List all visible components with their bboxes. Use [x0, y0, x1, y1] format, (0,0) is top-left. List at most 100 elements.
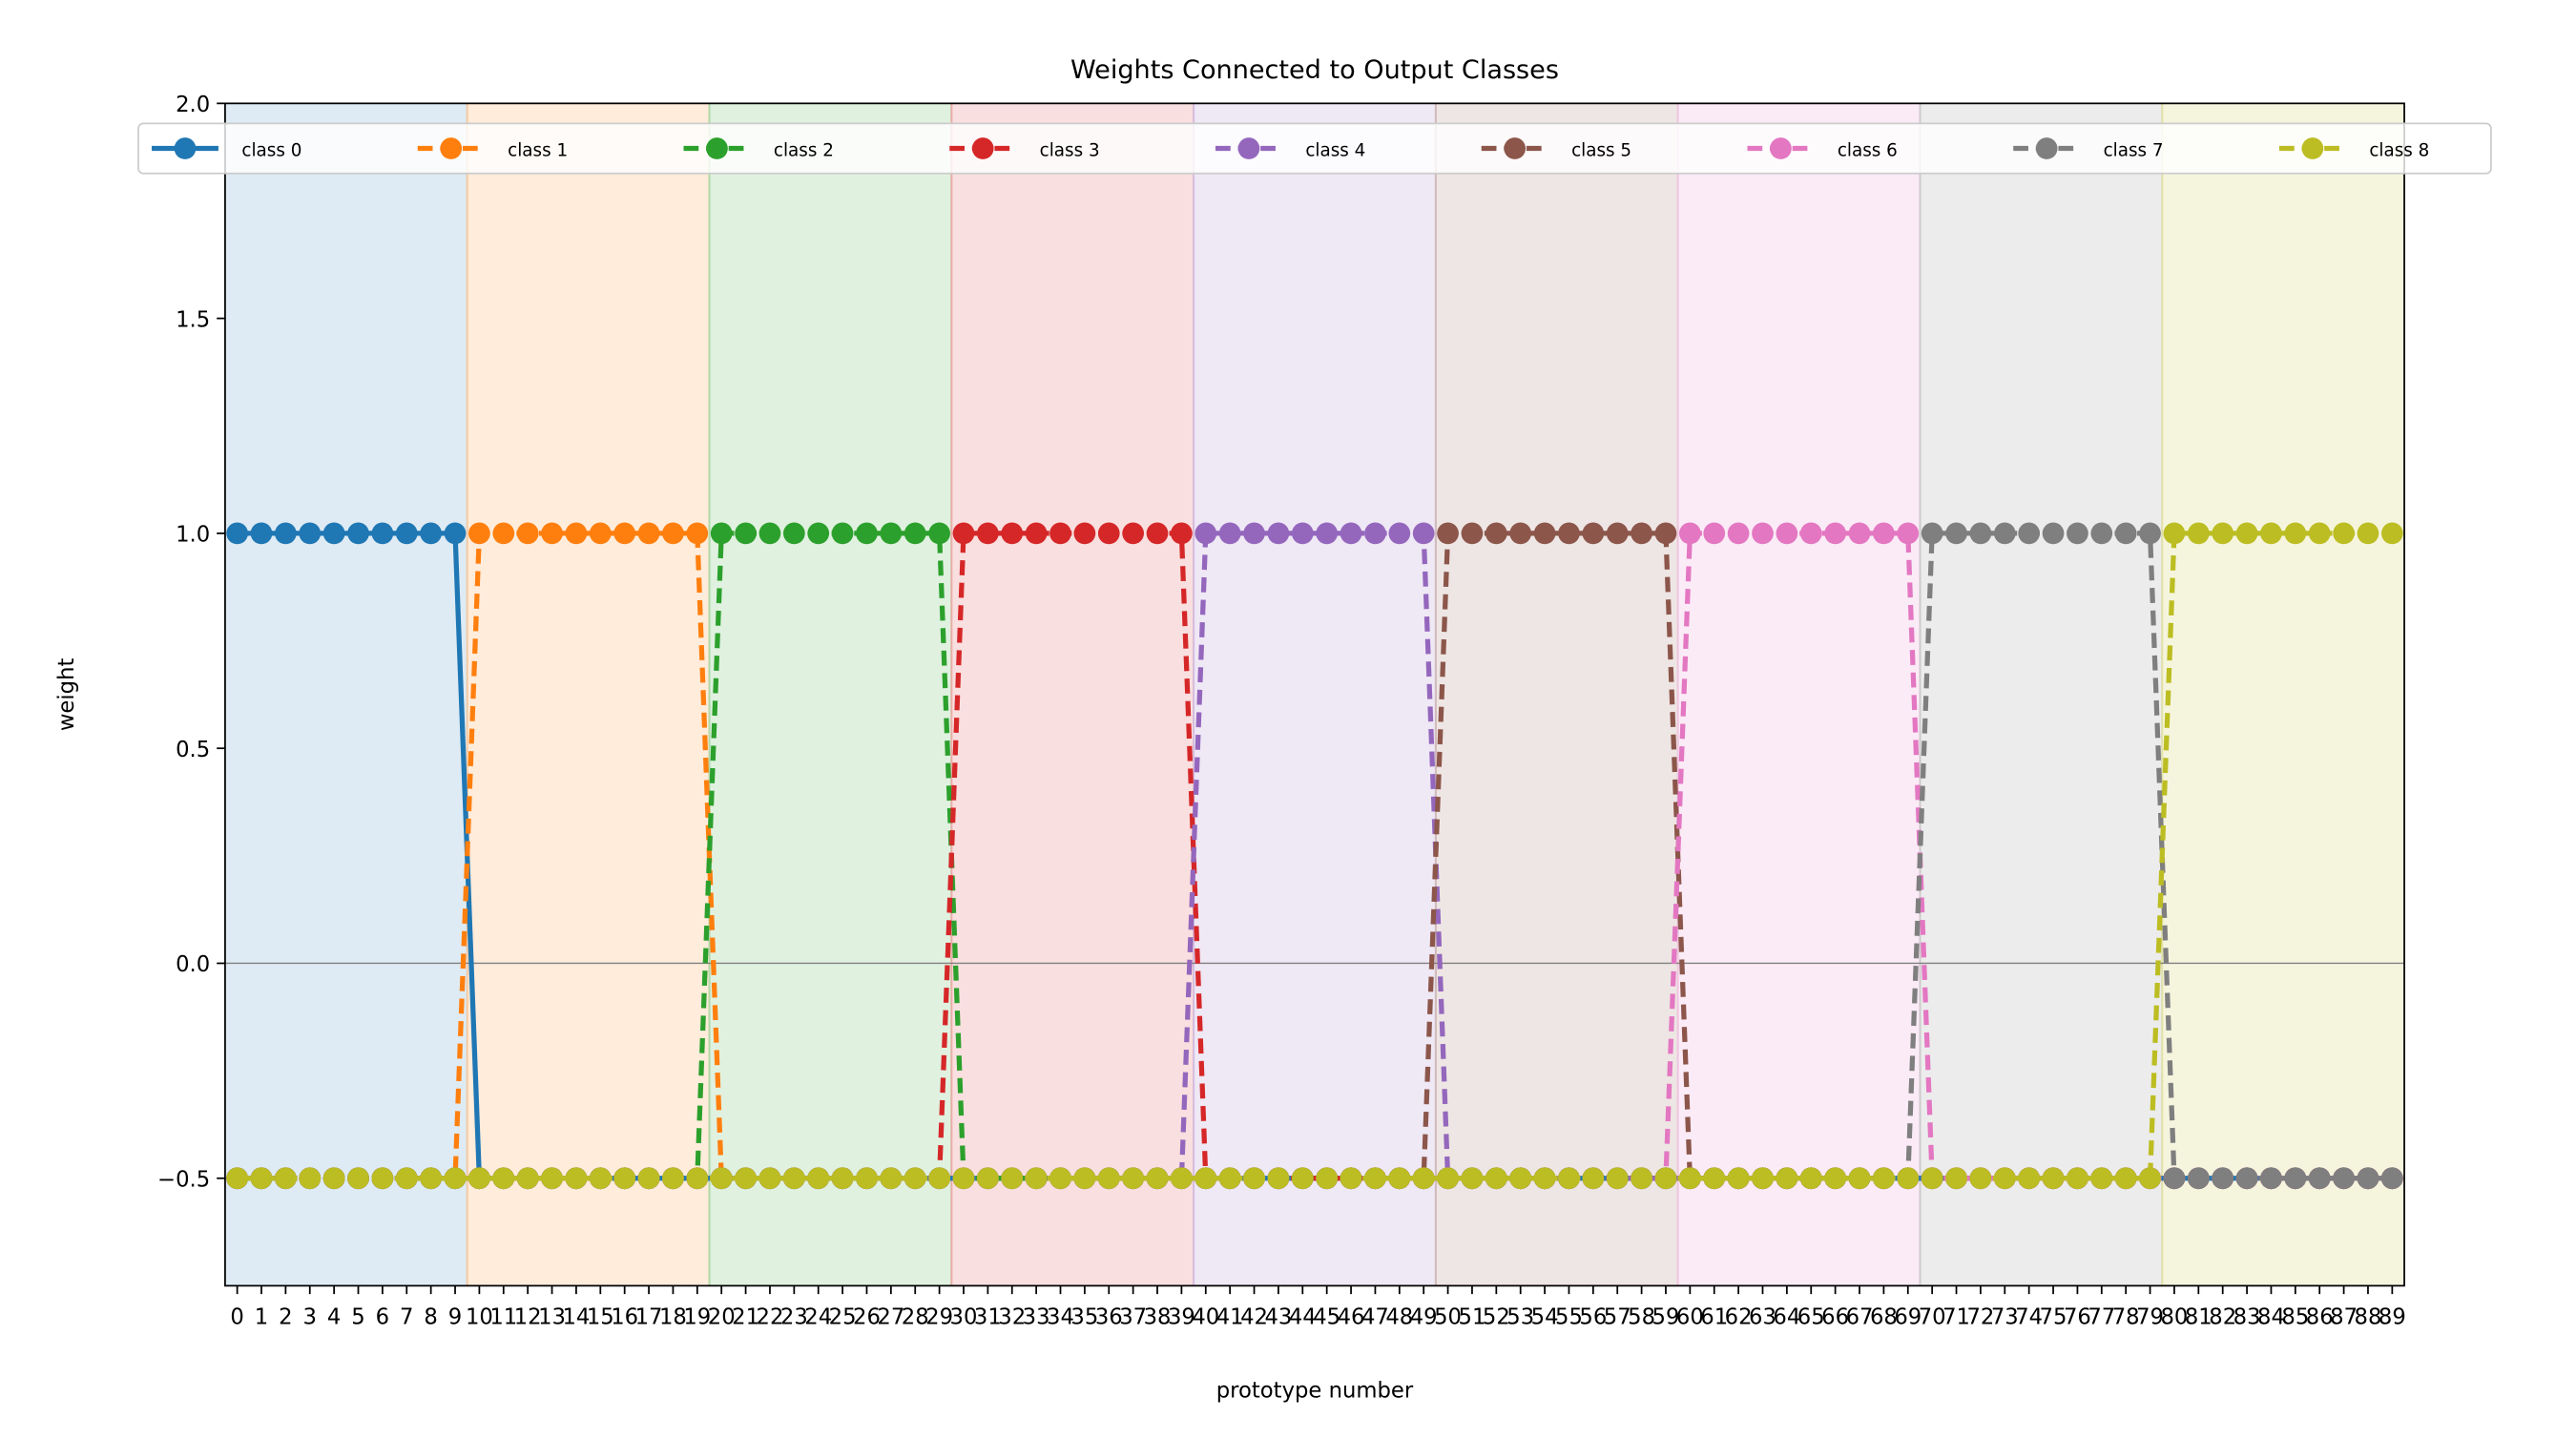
series-point-8-2	[275, 1167, 297, 1190]
class-band-6	[1677, 103, 1921, 1286]
series-point-8-12	[516, 1167, 539, 1190]
x-tick-label-74: 74	[2015, 1305, 2043, 1330]
series-point-8-56	[1582, 1167, 1605, 1190]
series-point-8-82	[2212, 522, 2234, 545]
x-tick-label-63: 63	[1749, 1305, 1776, 1330]
x-tick-label-66: 66	[1821, 1305, 1849, 1330]
x-tick-label-12: 12	[514, 1305, 542, 1330]
series-point-3-32	[1001, 522, 1024, 545]
legend-label-6: class 6	[1838, 140, 1898, 160]
legend-swatch-marker-8	[2301, 137, 2324, 159]
series-point-8-84	[2260, 522, 2282, 545]
x-tick-label-45: 45	[1313, 1305, 1340, 1330]
series-point-6-60	[1678, 522, 1701, 545]
series-point-8-17	[637, 1167, 660, 1190]
series-point-7-78	[2114, 522, 2137, 545]
series-point-8-77	[2090, 1167, 2113, 1190]
series-point-8-55	[1558, 1167, 1580, 1190]
series-point-8-47	[1364, 1167, 1386, 1190]
x-tick-label-54: 54	[1531, 1305, 1559, 1330]
series-point-8-8	[420, 1167, 443, 1190]
y-tick-label-1: 0.0	[176, 952, 210, 977]
series-point-7-80	[2163, 1167, 2186, 1190]
x-tick-label-0: 0	[230, 1305, 243, 1330]
series-point-7-85	[2284, 1167, 2307, 1190]
x-tick-label-53: 53	[1506, 1305, 1534, 1330]
legend-item-4: class 4	[1215, 137, 1365, 160]
y-tick-label-0: −0.5	[157, 1167, 210, 1192]
x-tick-label-41: 41	[1216, 1305, 1244, 1330]
class-band-8	[2162, 103, 2405, 1286]
x-tick-label-28: 28	[902, 1305, 929, 1330]
x-tick-label-37: 37	[1119, 1305, 1147, 1330]
series-point-1-12	[516, 522, 539, 545]
series-point-7-74	[2018, 522, 2041, 545]
series-point-7-77	[2090, 522, 2113, 545]
series-point-8-78	[2114, 1167, 2137, 1190]
series-point-3-34	[1049, 522, 1071, 545]
class-band-7	[1920, 103, 2163, 1286]
series-point-6-68	[1873, 522, 1895, 545]
x-tick-label-14: 14	[562, 1305, 590, 1330]
series-point-8-9	[444, 1167, 467, 1190]
series-point-2-20	[710, 522, 733, 545]
series-point-8-19	[686, 1167, 709, 1190]
series-point-5-50	[1437, 522, 1459, 545]
series-point-8-49	[1412, 1167, 1435, 1190]
series-point-1-19	[686, 522, 709, 545]
x-tick-label-82: 82	[2209, 1305, 2236, 1330]
series-point-8-5	[347, 1167, 369, 1190]
series-point-2-22	[758, 522, 781, 545]
legend-label-8: class 8	[2369, 140, 2429, 160]
series-point-8-83	[2235, 522, 2258, 545]
legend-label-3: class 3	[1040, 140, 1100, 160]
series-point-2-21	[735, 522, 757, 545]
series-point-1-11	[492, 522, 515, 545]
series-point-6-62	[1727, 522, 1750, 545]
series-point-8-29	[928, 1167, 950, 1190]
class-band-2	[709, 103, 952, 1286]
x-tick-label-49: 49	[1410, 1305, 1438, 1330]
x-tick-label-68: 68	[1870, 1305, 1898, 1330]
series-point-8-59	[1654, 1167, 1677, 1190]
legend-label-0: class 0	[241, 140, 301, 160]
series-point-7-75	[2042, 522, 2065, 545]
series-point-1-13	[541, 522, 563, 545]
series-point-8-38	[1146, 1167, 1169, 1190]
series-point-8-28	[904, 1167, 926, 1190]
x-tick-label-22: 22	[757, 1305, 784, 1330]
series-point-8-89	[2380, 522, 2403, 545]
x-tick-label-83: 83	[2233, 1305, 2261, 1330]
series-point-0-0	[226, 522, 248, 545]
series-point-4-42	[1243, 522, 1265, 545]
x-tick-label-81: 81	[2185, 1305, 2212, 1330]
x-tick-label-9: 9	[448, 1305, 462, 1330]
series-point-8-22	[758, 1167, 781, 1190]
legend-swatch-marker-1	[440, 137, 463, 159]
legend-label-5: class 5	[1571, 140, 1631, 160]
series-point-8-60	[1678, 1167, 1701, 1190]
legend-box	[137, 122, 2492, 175]
series-point-8-67	[1848, 1167, 1871, 1190]
x-tick-label-69: 69	[1894, 1305, 1922, 1330]
series-point-2-25	[831, 522, 854, 545]
x-tick-label-56: 56	[1579, 1305, 1607, 1330]
series-point-7-86	[2308, 1167, 2331, 1190]
series-point-6-61	[1703, 522, 1726, 545]
series-point-8-85	[2284, 522, 2307, 545]
series-point-1-16	[613, 522, 636, 545]
legend-swatch-marker-5	[1504, 137, 1527, 159]
series-point-1-14	[565, 522, 588, 545]
x-axis-label: prototype number	[1216, 1378, 1414, 1403]
x-tick-label-80: 80	[2160, 1305, 2188, 1330]
x-tick-label-44: 44	[1289, 1305, 1317, 1330]
x-tick-label-34: 34	[1047, 1305, 1074, 1330]
series-point-8-48	[1388, 1167, 1411, 1190]
x-tick-label-38: 38	[1144, 1305, 1172, 1330]
series-point-0-2	[275, 522, 297, 545]
series-point-3-35	[1073, 522, 1096, 545]
series-point-8-52	[1485, 1167, 1507, 1190]
series-point-8-45	[1316, 1167, 1339, 1190]
series-point-7-70	[1921, 522, 1943, 545]
series-point-2-23	[782, 522, 805, 545]
